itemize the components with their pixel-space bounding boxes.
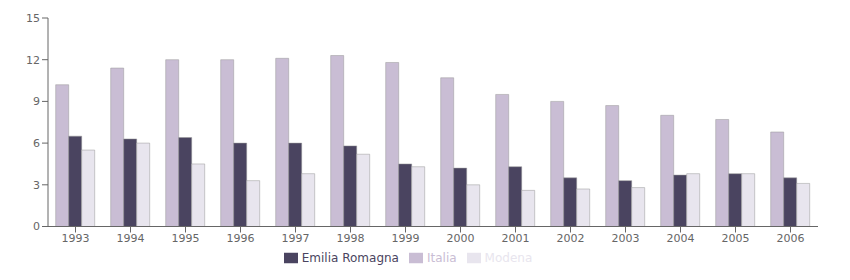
html-text:Italia: Italia bbox=[427, 250, 457, 265]
svg-text:1997: 1997 bbox=[282, 232, 310, 245]
svg-text:2006: 2006 bbox=[777, 232, 805, 245]
svg-text:2001: 2001 bbox=[502, 232, 530, 245]
svg-text:1995: 1995 bbox=[172, 232, 200, 245]
svg-text:2004: 2004 bbox=[667, 232, 695, 245]
svg-text:3: 3 bbox=[33, 179, 40, 192]
html-text:Emilia Romagna: Emilia Romagna bbox=[301, 250, 399, 265]
svg-text:1999: 1999 bbox=[392, 232, 420, 245]
svg-text:2000: 2000 bbox=[447, 232, 475, 245]
svg-text:2002: 2002 bbox=[557, 232, 585, 245]
svg-text:1996: 1996 bbox=[227, 232, 255, 245]
svg-text:2005: 2005 bbox=[722, 232, 750, 245]
svg-text:12: 12 bbox=[26, 54, 40, 67]
svg-text:0: 0 bbox=[33, 220, 40, 233]
svg-text:1993: 1993 bbox=[62, 232, 90, 245]
svg-text:6: 6 bbox=[33, 137, 40, 150]
html-text:Modena: Modena bbox=[484, 250, 533, 265]
svg-text:1998: 1998 bbox=[337, 232, 365, 245]
svg-text:2003: 2003 bbox=[612, 232, 640, 245]
svg-text:9: 9 bbox=[33, 95, 40, 108]
svg-text:15: 15 bbox=[26, 12, 40, 25]
svg-text:1994: 1994 bbox=[117, 232, 145, 245]
